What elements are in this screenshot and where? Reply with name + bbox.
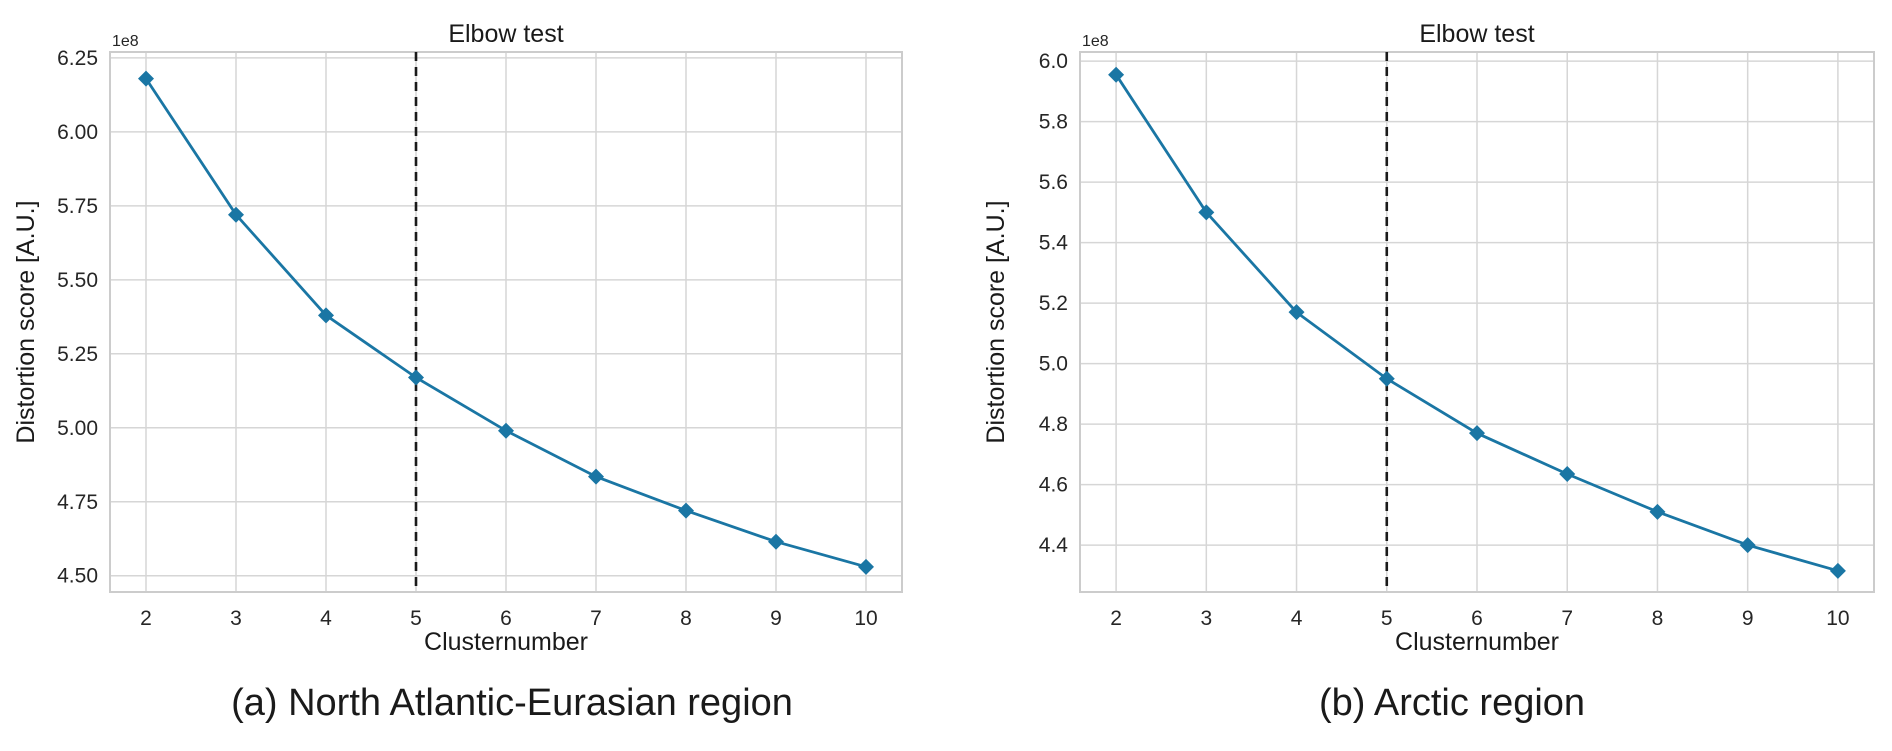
x-tick-label: 2: [140, 607, 152, 630]
y-tick-label: 6.25: [57, 47, 98, 70]
data-point-marker: [1829, 562, 1846, 579]
y-tick-label: 5.0: [1039, 353, 1068, 376]
x-tick-label: 7: [590, 607, 602, 630]
data-point-marker: [1378, 370, 1395, 387]
plot-frame: [1079, 51, 1875, 593]
y-tick-label: 4.8: [1039, 413, 1068, 436]
x-tick-label: 8: [1652, 607, 1664, 630]
y-tick-label: 6.0: [1039, 50, 1068, 73]
x-tick-label: 8: [680, 607, 692, 630]
y-tick-label: 5.50: [57, 269, 98, 292]
x-tick-label: 10: [854, 607, 877, 630]
y-tick-label: 5.25: [57, 343, 98, 366]
data-point-marker: [1469, 425, 1485, 442]
data-point-marker: [588, 468, 604, 485]
data-point-marker: [228, 206, 244, 223]
y-axis-label: Distortion score [A.U.]: [982, 200, 1010, 443]
data-point-marker: [498, 422, 514, 439]
y-tick-label: 5.6: [1039, 171, 1068, 194]
y-axis-label: Distortion score [A.U.]: [12, 200, 40, 443]
y-offset-label: 1e8: [112, 33, 139, 50]
x-axis-label: Clusternumber: [1395, 628, 1559, 656]
x-tick-label: 4: [1291, 607, 1303, 630]
data-point-marker: [1739, 537, 1756, 554]
x-tick-label: 3: [230, 607, 242, 630]
y-tick-label: 5.8: [1039, 111, 1068, 134]
x-tick-label: 6: [500, 607, 512, 630]
chart-arctic: 2 3 4 5 6 7 8 9 10 4.4 4.6 4.8 5.0 5.2 5.4 5.6 5.8 6.0 Elb…: [982, 20, 1875, 656]
data-point-marker: [1108, 66, 1125, 83]
y-tick-label: 5.2: [1039, 292, 1068, 315]
x-axis-label: Clusternumber: [424, 628, 588, 656]
y-tick-label: 4.6: [1039, 474, 1068, 497]
caption-arctic: (b) Arctic region: [1318, 682, 1586, 724]
y-tick-label: 6.00: [57, 121, 98, 144]
x-tick-label: 5: [1381, 607, 1393, 630]
data-point-marker: [1559, 466, 1576, 483]
data-point-marker: [318, 307, 334, 324]
x-tick-label: 9: [1742, 607, 1754, 630]
y-tick-label: 4.75: [57, 491, 98, 514]
chart-title: Elbow test: [448, 20, 563, 48]
y-tick-label: 5.75: [57, 195, 98, 218]
x-tick-label: 3: [1200, 607, 1212, 630]
data-point-marker: [408, 369, 424, 386]
x-tick-label: 10: [1826, 607, 1849, 630]
data-point-marker: [768, 533, 784, 550]
x-tick-label: 4: [320, 607, 332, 630]
plot-frame: [109, 51, 903, 593]
chart-title: Elbow test: [1419, 20, 1534, 48]
y-tick-label: 5.4: [1039, 232, 1069, 255]
y-tick-label: 5.00: [57, 417, 98, 440]
data-point-marker: [678, 502, 694, 519]
x-tick-label: 5: [410, 607, 422, 630]
y-offset-label: 1e8: [1082, 33, 1109, 50]
data-point-marker: [1288, 304, 1305, 321]
data-point-marker: [858, 558, 874, 575]
x-tick-label: 2: [1110, 607, 1122, 630]
caption-north-atlantic-eurasian: (a) North Atlantic-Eurasian region: [231, 682, 793, 724]
x-tick-label: 7: [1561, 607, 1573, 630]
x-tick-label: 6: [1471, 607, 1483, 630]
data-point-marker: [138, 70, 154, 87]
chart-north-atlantic-eurasian: 2 3 4 5 6 7 8 9 10 4.50 4.75 5.00 5.25 5.50 5.75 6.00 6.…: [12, 20, 903, 656]
data-point-marker: [1649, 503, 1666, 520]
data-point-marker: [1198, 204, 1215, 221]
y-tick-label: 4.4: [1039, 534, 1069, 557]
x-tick-label: 9: [770, 607, 782, 630]
y-tick-label: 4.50: [57, 565, 98, 588]
